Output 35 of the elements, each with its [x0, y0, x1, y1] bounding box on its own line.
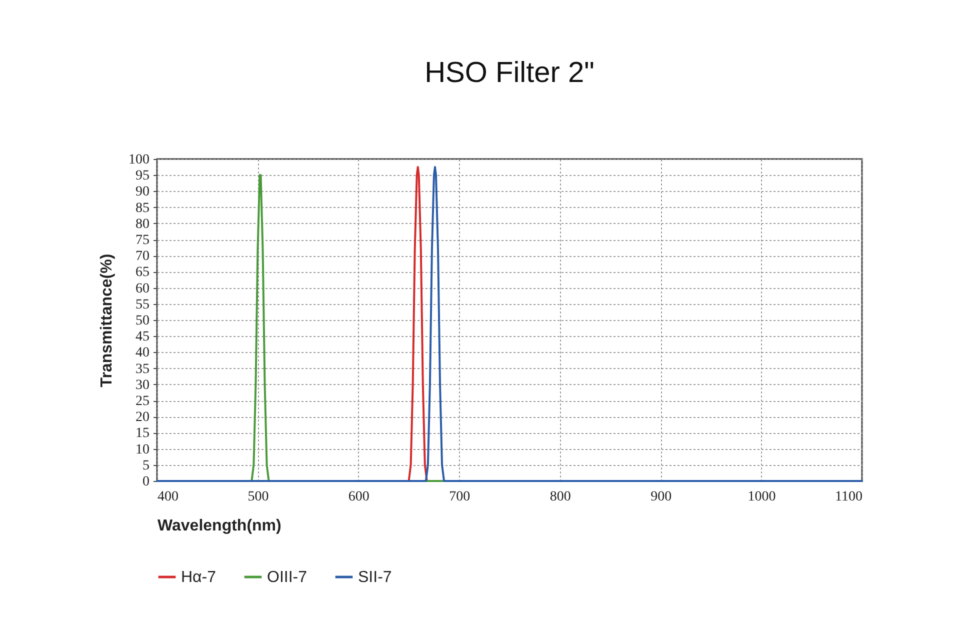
y-tick-label: 5: [142, 458, 150, 474]
legend-label: SII-7: [358, 569, 392, 586]
x-tick-label: 1000: [748, 490, 776, 504]
chart-title: HSO Filter 2": [424, 57, 594, 89]
x-tick-label: 800: [550, 490, 571, 504]
legend-label: OIII-7: [267, 569, 308, 586]
y-tick-label: 20: [136, 410, 150, 426]
x-tick-label: 700: [449, 490, 470, 504]
y-tick-label: 0: [142, 474, 150, 490]
y-tick-label: 15: [136, 426, 150, 442]
y-tick-label: 95: [136, 168, 150, 184]
y-tick-label: 30: [136, 378, 150, 393]
legend-label: Hα-7: [181, 569, 216, 586]
y-tick-label: 60: [136, 281, 150, 296]
y-tick-label: 85: [136, 200, 150, 216]
y-tick-label: 35: [136, 362, 150, 377]
y-tick-label: 80: [136, 216, 150, 232]
y-tick-label: 100: [128, 152, 150, 168]
y-tick-label: 25: [136, 394, 150, 409]
x-tick-label: 600: [348, 490, 370, 504]
y-tick-label: 65: [136, 265, 150, 280]
y-tick-label: 90: [136, 184, 150, 200]
x-tick-label: 1100: [835, 490, 862, 504]
y-axis-title: Transmittance(%): [98, 254, 116, 388]
x-tick-label: 500: [248, 490, 269, 504]
x-axis-title: Wavelength(nm): [158, 518, 282, 534]
x-tick-label: 900: [650, 490, 672, 504]
y-tick-label: 75: [136, 233, 150, 248]
y-tick-label: 50: [136, 314, 150, 328]
y-tick-label: 45: [136, 330, 150, 345]
x-tick-label: 400: [158, 490, 178, 504]
y-tick-label: 70: [136, 249, 150, 264]
y-tick-label: 10: [136, 442, 150, 458]
y-tick-label: 55: [136, 297, 150, 312]
y-tick-label: 40: [136, 346, 150, 361]
